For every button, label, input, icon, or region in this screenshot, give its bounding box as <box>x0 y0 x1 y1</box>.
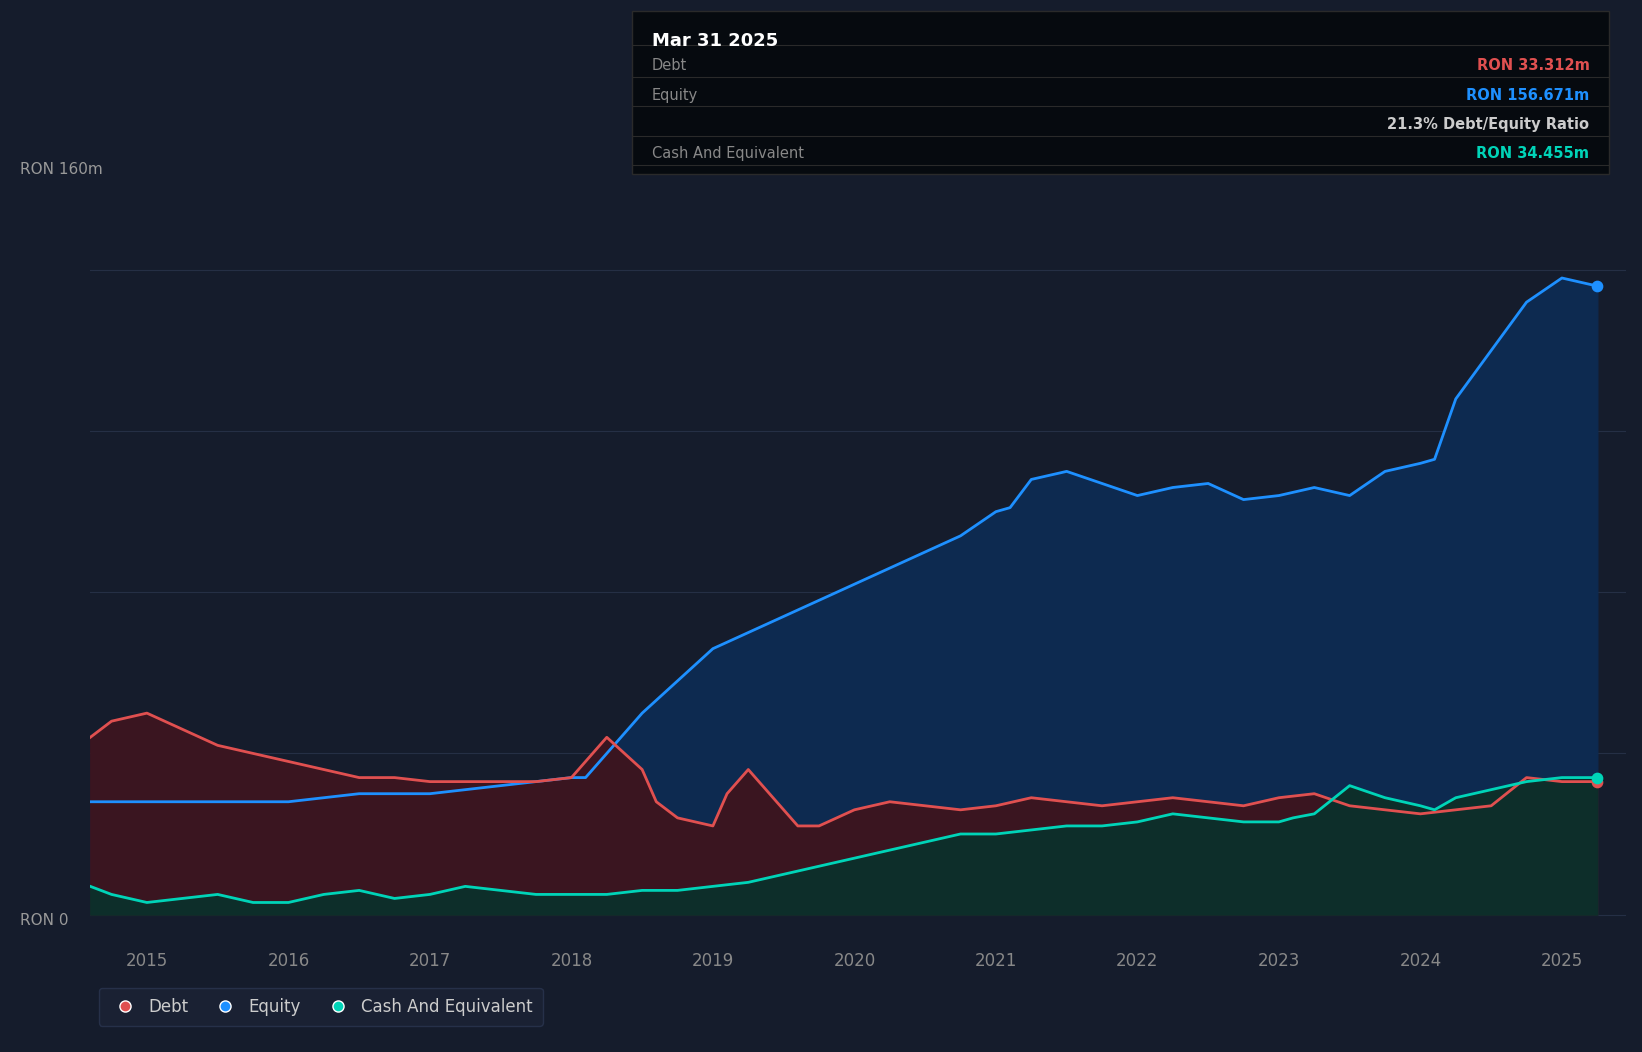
Point <box>1585 278 1611 295</box>
Text: Mar 31 2025: Mar 31 2025 <box>652 32 778 49</box>
Text: RON 34.455m: RON 34.455m <box>1476 146 1589 161</box>
Text: RON 160m: RON 160m <box>20 162 102 177</box>
Text: Equity: Equity <box>652 87 698 102</box>
Text: Debt: Debt <box>652 58 686 73</box>
Text: RON 0: RON 0 <box>20 913 69 928</box>
Text: RON 33.312m: RON 33.312m <box>1476 58 1589 73</box>
Point <box>1585 769 1611 786</box>
Legend: Debt, Equity, Cash And Equivalent: Debt, Equity, Cash And Equivalent <box>99 988 544 1026</box>
Text: Cash And Equivalent: Cash And Equivalent <box>652 146 805 161</box>
Point <box>1585 773 1611 790</box>
Text: 21.3% Debt/Equity Ratio: 21.3% Debt/Equity Ratio <box>1387 117 1589 132</box>
Text: RON 156.671m: RON 156.671m <box>1466 87 1589 102</box>
